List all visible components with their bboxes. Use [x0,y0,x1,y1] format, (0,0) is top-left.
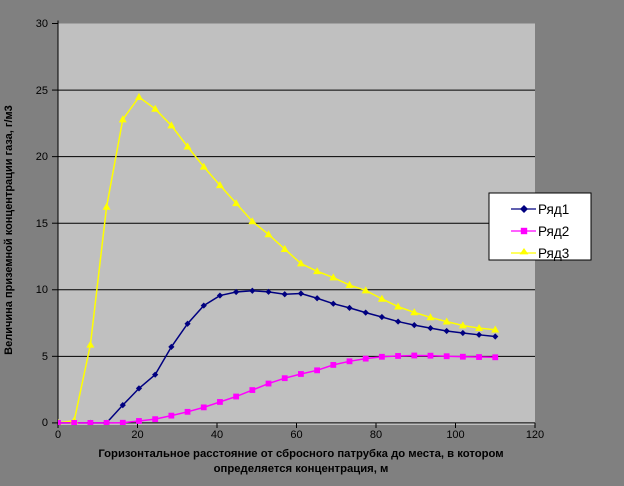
svg-text:5: 5 [42,351,48,363]
svg-text:Ряд3: Ряд3 [538,246,569,261]
svg-text:20: 20 [131,429,143,441]
svg-text:Величина приземной концентраци: Величина приземной концентрации газа, г/… [3,105,15,355]
svg-text:80: 80 [370,429,382,441]
svg-text:определяется концентрация, м: определяется концентрация, м [214,463,389,475]
svg-text:15: 15 [36,218,48,230]
svg-text:0: 0 [55,429,61,441]
svg-text:Ряд2: Ряд2 [538,224,569,239]
svg-text:25: 25 [36,85,48,97]
svg-text:0: 0 [42,417,48,429]
svg-text:20: 20 [36,151,48,163]
svg-text:30: 30 [36,18,48,30]
svg-text:10: 10 [36,284,48,296]
svg-text:Горизонтальное расстояние от с: Горизонтальное расстояние от сбросного п… [98,448,503,460]
svg-text:Ряд1: Ряд1 [538,202,569,217]
svg-text:60: 60 [290,429,302,441]
svg-text:120: 120 [526,429,544,441]
svg-text:40: 40 [211,429,223,441]
svg-text:100: 100 [446,429,464,441]
